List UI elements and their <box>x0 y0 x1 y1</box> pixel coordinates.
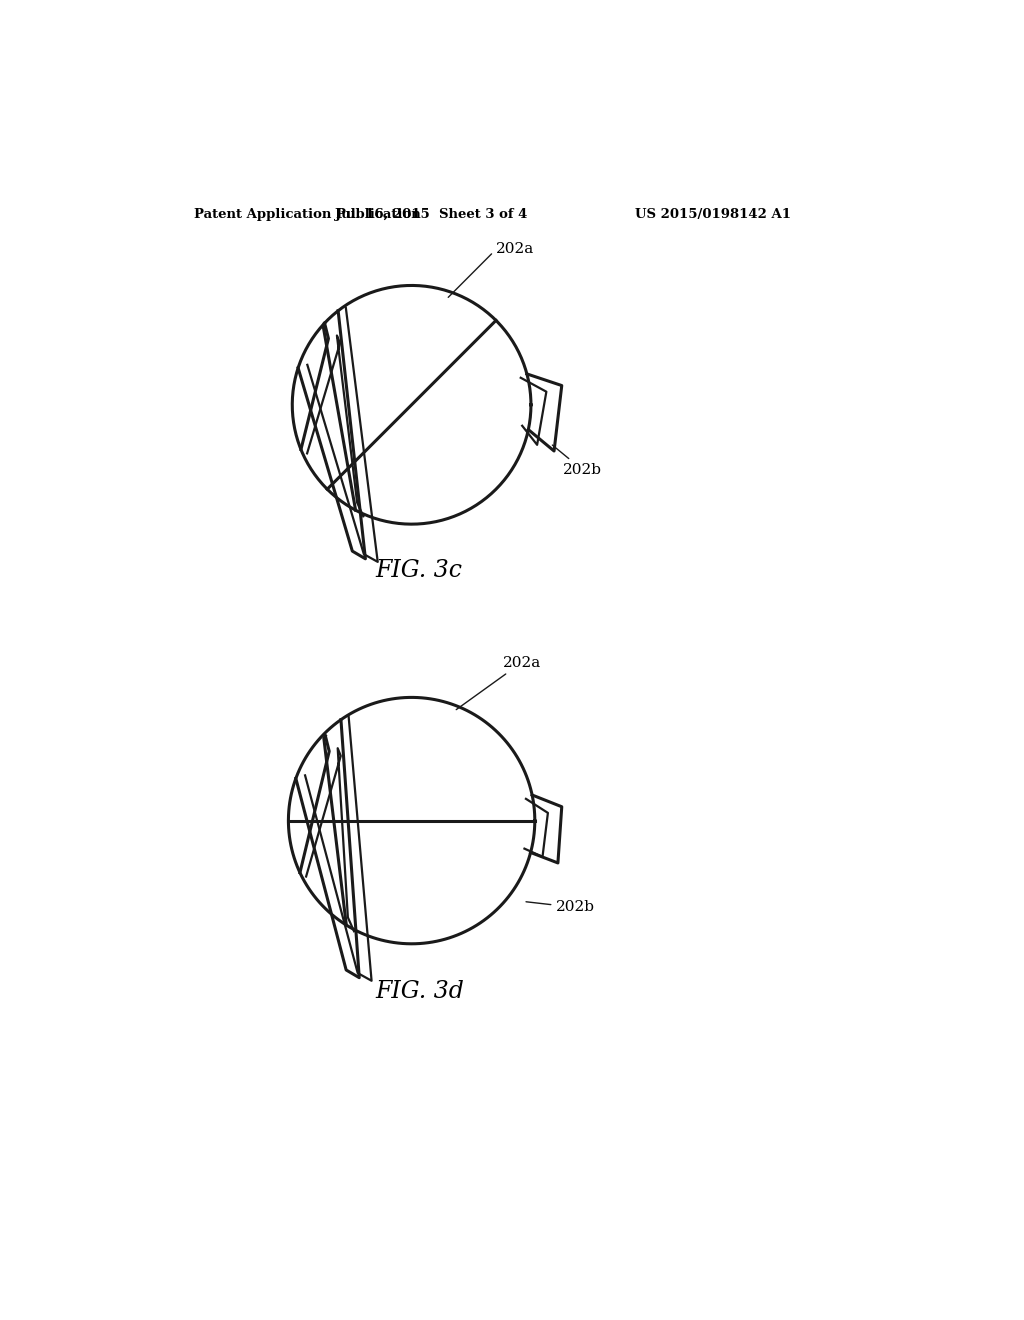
Text: US 2015/0198142 A1: US 2015/0198142 A1 <box>635 209 791 222</box>
Text: 202a: 202a <box>457 656 541 710</box>
Text: Jul. 16, 2015  Sheet 3 of 4: Jul. 16, 2015 Sheet 3 of 4 <box>335 209 527 222</box>
Text: 202b: 202b <box>526 900 595 915</box>
Text: FIG. 3d: FIG. 3d <box>375 979 464 1003</box>
Text: FIG. 3c: FIG. 3c <box>376 558 463 582</box>
Text: 202b: 202b <box>552 445 602 477</box>
Text: 202a: 202a <box>449 242 535 297</box>
Text: Patent Application Publication: Patent Application Publication <box>194 209 421 222</box>
